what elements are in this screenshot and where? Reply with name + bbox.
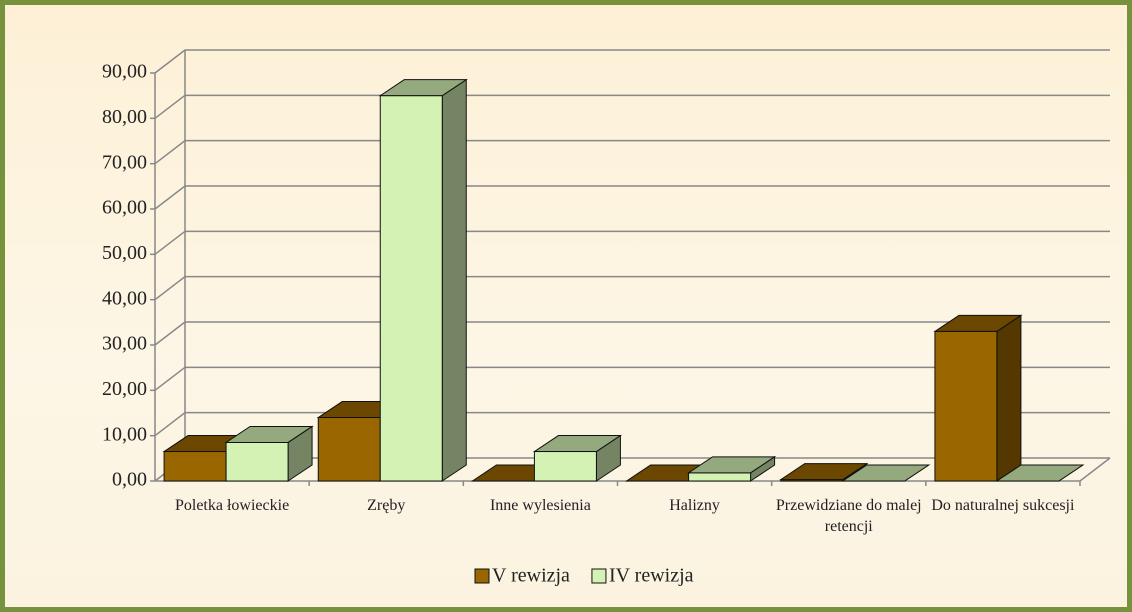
bar-side bbox=[441, 78, 467, 482]
bar-front bbox=[379, 95, 443, 482]
bar-front bbox=[934, 330, 998, 482]
y-tick-label: 20,00 bbox=[102, 378, 147, 400]
grid-line bbox=[154, 49, 1110, 74]
bar bbox=[378, 78, 468, 482]
x-tick-label: Do naturalnej sukcesji bbox=[931, 497, 1075, 514]
grid-line bbox=[154, 94, 1110, 119]
y-tick-label: 70,00 bbox=[102, 151, 147, 173]
legend-label: IV rewizja bbox=[609, 565, 694, 587]
y-tick-label: 0,00 bbox=[112, 469, 147, 491]
y-tick-label: 60,00 bbox=[102, 197, 147, 219]
x-tick-label: Poletka łowieckie bbox=[174, 497, 290, 514]
bar bbox=[532, 434, 623, 482]
bar-top bbox=[779, 463, 869, 481]
bar-front bbox=[225, 441, 289, 482]
bar bbox=[841, 464, 931, 482]
bar bbox=[995, 464, 1085, 482]
y-tick-label: 90,00 bbox=[102, 61, 147, 83]
legend-label: V rewizja bbox=[492, 565, 570, 587]
grid-line bbox=[154, 366, 1110, 391]
legend-swatch bbox=[591, 568, 607, 584]
bar-top bbox=[933, 314, 1023, 332]
bar-top bbox=[995, 464, 1085, 482]
bar-front bbox=[163, 451, 227, 482]
x-tick-label: Zręby bbox=[367, 497, 406, 514]
grid-line bbox=[154, 275, 1110, 301]
bar bbox=[933, 314, 1023, 482]
bar-top bbox=[686, 456, 777, 474]
grid-line bbox=[154, 185, 1110, 210]
bar bbox=[224, 425, 314, 482]
x-tick-label: Inne wylesienia bbox=[489, 497, 591, 514]
x-tick-label: Halizny bbox=[669, 497, 720, 514]
bar-front bbox=[317, 417, 381, 482]
bar-front bbox=[688, 472, 752, 482]
bar-top bbox=[224, 425, 314, 443]
bar-top bbox=[841, 464, 931, 482]
grid-line bbox=[154, 411, 1110, 437]
bar-side bbox=[996, 314, 1022, 482]
legend-swatch bbox=[474, 568, 490, 584]
y-tick-label: 10,00 bbox=[102, 423, 147, 445]
grid-line bbox=[154, 230, 1110, 255]
plot: 0,00 10,00 20,00 30,00 40,00 50,00 60,00 70,00 8… bbox=[102, 49, 1111, 587]
bar-front bbox=[533, 451, 597, 482]
x-tick-label: Przewidziane do malej retencji bbox=[775, 497, 922, 535]
bar-top bbox=[378, 79, 468, 97]
grid-line bbox=[154, 139, 1110, 165]
y-tick-label: 30,00 bbox=[102, 333, 147, 355]
y-tick-label: 80,00 bbox=[102, 106, 147, 128]
bar bbox=[686, 455, 777, 482]
grid-line bbox=[154, 321, 1110, 346]
bar-top bbox=[532, 435, 623, 453]
y-tick-label: 50,00 bbox=[102, 242, 147, 264]
y-tick-label: 40,00 bbox=[102, 287, 147, 309]
